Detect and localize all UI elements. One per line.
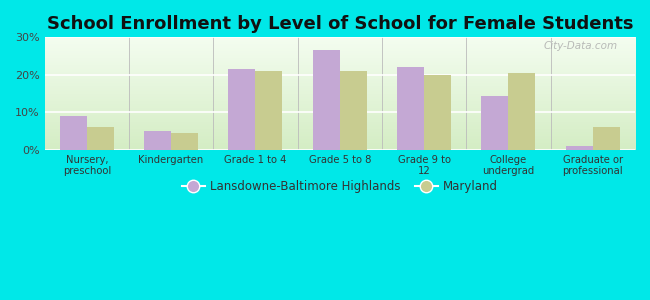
Bar [87,128,114,150]
Bar [60,116,87,150]
Bar [313,50,340,150]
Title: School Enrollment by Level of School for Female Students: School Enrollment by Level of School for… [47,15,633,33]
Bar [397,68,424,150]
Legend: Lansdowne-Baltimore Highlands, Maryland: Lansdowne-Baltimore Highlands, Maryland [177,176,502,198]
Bar [566,146,593,150]
Bar [340,71,367,150]
Bar [144,131,171,150]
Bar [229,69,255,150]
Bar [593,128,620,150]
Bar [171,133,198,150]
Bar [508,73,536,150]
Bar [424,75,451,150]
Bar [255,71,283,150]
Bar [482,96,508,150]
Text: City-Data.com: City-Data.com [543,41,618,51]
